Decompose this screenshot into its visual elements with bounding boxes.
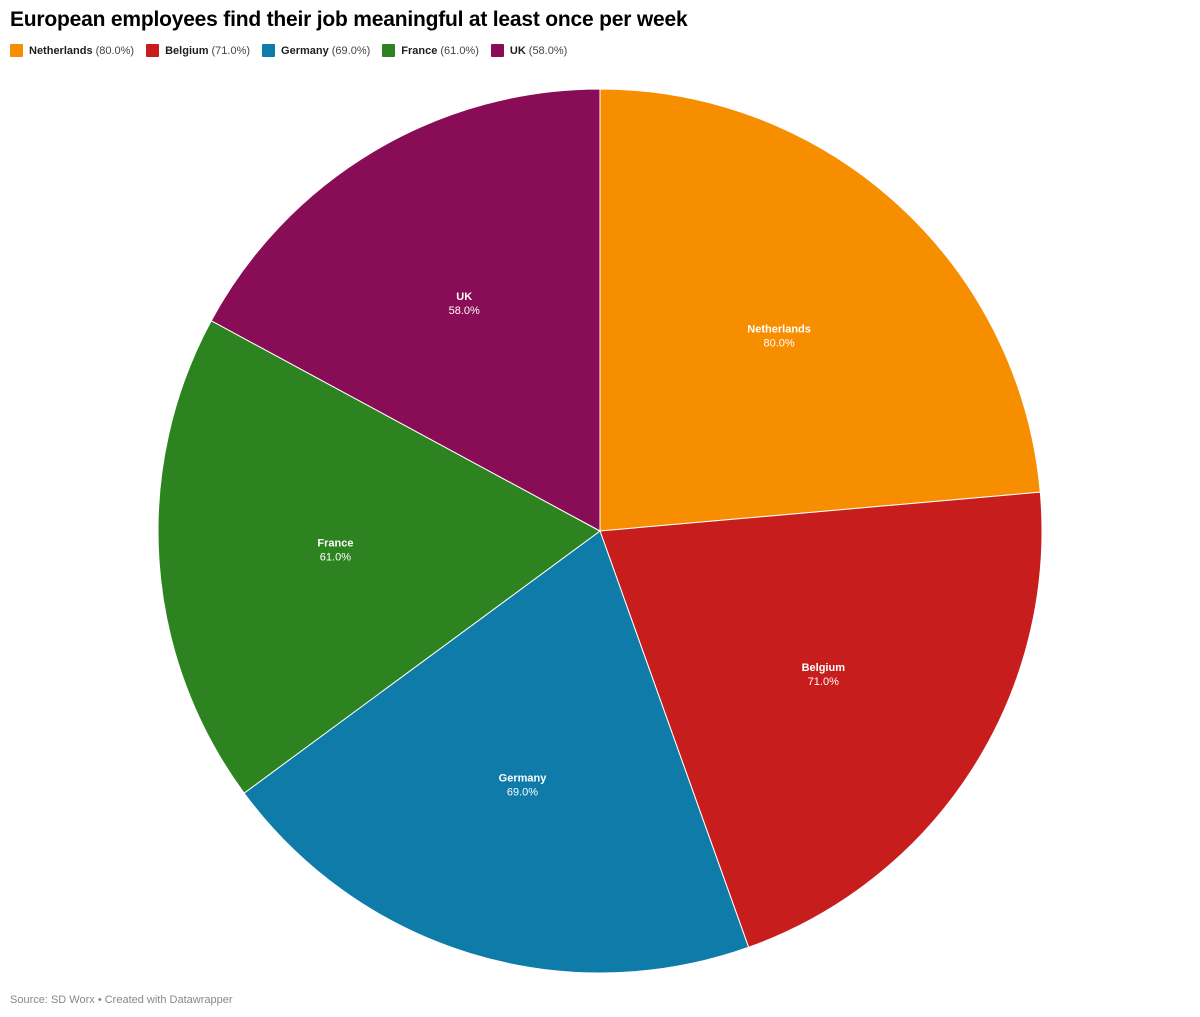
pie-slice-belgium bbox=[599, 491, 1043, 948]
legend-item-uk: UK (58.0%) bbox=[490, 44, 568, 57]
legend-item-germany: Germany (69.0%) bbox=[262, 44, 370, 57]
pie-slice-germany bbox=[243, 530, 750, 974]
legend-label-uk: UK bbox=[509, 44, 526, 57]
legend-value-netherlands: (80.0%) bbox=[95, 44, 135, 57]
pie-slice-netherlands bbox=[599, 88, 1041, 532]
slice-label-value-france: 61.0% bbox=[320, 551, 351, 563]
pie-slice-france bbox=[157, 320, 601, 794]
pie-chart-area: Netherlands 80.0% Belgium 71.0% Germany 69.0%… bbox=[0, 70, 1200, 990]
legend-label-germany: Germany bbox=[281, 44, 329, 57]
slice-label-value-uk: 58.0% bbox=[449, 305, 480, 317]
slice-label-name-netherlands: Netherlands bbox=[747, 323, 811, 335]
slice-label-name-germany: Germany bbox=[499, 773, 548, 785]
legend-label-netherlands: Netherlands bbox=[29, 44, 93, 57]
source-note: Source: SD Worx • Created with Datawrapp… bbox=[10, 994, 233, 1006]
legend-swatch-france bbox=[382, 44, 396, 57]
chart-title: European employees find their job meanin… bbox=[10, 8, 688, 31]
legend-item-france: France (61.0%) bbox=[382, 44, 479, 57]
chart-legend: Netherlands (80.0%) Belgium (71.0%) Germ… bbox=[10, 44, 579, 57]
slice-label-value-germany: 69.0% bbox=[507, 787, 538, 799]
legend-swatch-uk bbox=[490, 44, 504, 57]
legend-item-belgium: Belgium (71.0%) bbox=[146, 44, 250, 57]
legend-value-belgium: (71.0%) bbox=[211, 44, 251, 57]
legend-value-uk: (58.0%) bbox=[528, 44, 568, 57]
legend-swatch-germany bbox=[262, 44, 276, 57]
legend-value-france: (61.0%) bbox=[440, 44, 479, 57]
pie-slice-uk bbox=[210, 88, 601, 532]
legend-swatch-belgium bbox=[146, 44, 160, 57]
legend-label-belgium: Belgium bbox=[165, 44, 209, 57]
legend-label-france: France bbox=[401, 44, 438, 57]
slice-label-value-belgium: 71.0% bbox=[808, 676, 839, 688]
legend-item-netherlands: Netherlands (80.0%) bbox=[10, 44, 134, 57]
legend-swatch-netherlands bbox=[10, 44, 23, 57]
legend-value-germany: (69.0%) bbox=[331, 44, 371, 57]
slice-label-name-france: France bbox=[317, 537, 353, 549]
pie-chart: Netherlands 80.0% Belgium 71.0% Germany 69.0%… bbox=[157, 88, 1043, 974]
slice-label-name-belgium: Belgium bbox=[802, 662, 846, 674]
slice-label-name-uk: UK bbox=[456, 291, 472, 303]
slice-label-value-netherlands: 80.0% bbox=[763, 337, 794, 349]
